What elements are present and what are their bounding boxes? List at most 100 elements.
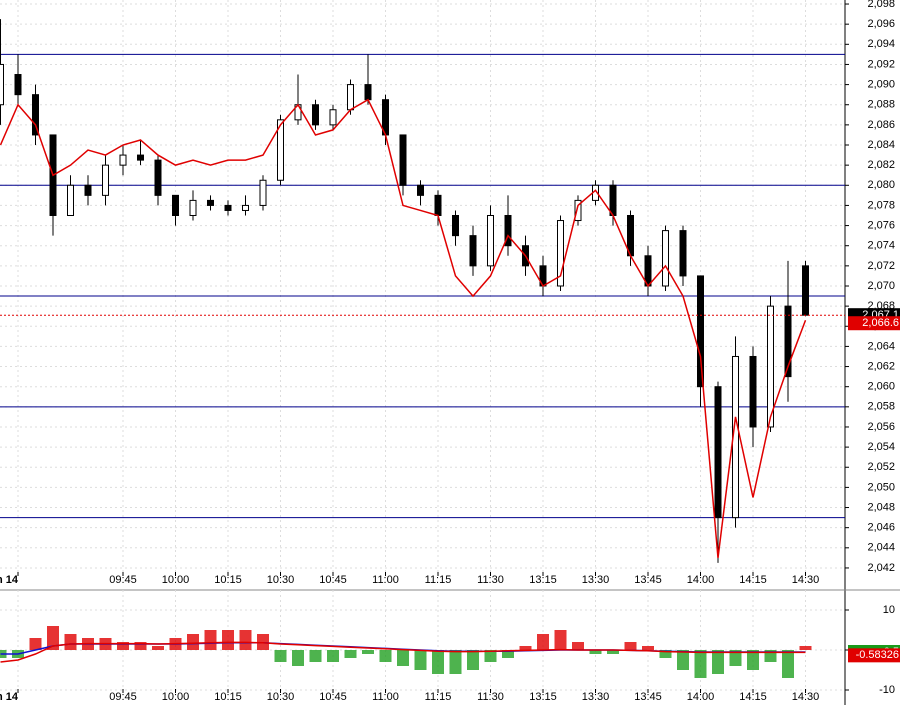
x-tick-label: 11:15 [425, 574, 452, 586]
x-tick-label: 11:15 [425, 691, 452, 703]
price-tag-label: -0.58326 [856, 649, 899, 661]
histogram-bar [782, 650, 794, 678]
histogram-bar [729, 650, 742, 666]
histogram-bar [712, 650, 724, 674]
y-tick-label: 2,056 [867, 421, 895, 433]
y-tick-label: 2,074 [867, 240, 895, 252]
candle-body [172, 194, 179, 216]
histogram-bar [484, 650, 497, 662]
candle-body [749, 355, 757, 428]
x-tick-label: 10:00 [162, 574, 190, 586]
x-tick-label: 14:15 [739, 574, 767, 586]
histogram-bar [502, 650, 514, 658]
histogram-bar [747, 650, 759, 670]
x-tick-label: 11:30 [477, 574, 504, 586]
x-tick-label: 13:30 [582, 574, 610, 586]
histogram-bar [292, 650, 304, 666]
histogram-bar [519, 646, 532, 650]
x-tick-label: 10:45 [319, 574, 347, 586]
histogram-bar [117, 642, 129, 650]
candle-body [119, 154, 127, 166]
candle-body [574, 199, 582, 222]
histogram-bar [677, 650, 689, 670]
y-tick-label: 2,098 [867, 0, 895, 10]
candle-body [189, 199, 197, 216]
x-tick-label: 10:45 [319, 691, 347, 703]
candle-body [277, 119, 284, 181]
candle-body [242, 204, 249, 211]
candle-body [434, 194, 442, 216]
candle-body [67, 184, 74, 216]
y-tick-label: 2,070 [867, 280, 895, 292]
x-tick-label: 14:15 [739, 691, 767, 703]
x-tick-label: 10:15 [214, 691, 242, 703]
histogram-bar [432, 650, 444, 674]
line-series [0, 641, 806, 663]
x-tick-label: 11:30 [477, 691, 504, 703]
histogram-bar [589, 650, 602, 654]
candle-body [504, 214, 512, 247]
histogram-bar [187, 634, 199, 650]
y-tick-label: 2,054 [867, 441, 895, 453]
histogram-bar [572, 642, 584, 650]
histogram-bar [694, 650, 707, 678]
histogram-bar [64, 634, 77, 650]
y-tick-label: 2,080 [867, 179, 895, 191]
x-tick-label: 10:30 [267, 574, 295, 586]
x-tick-label: 14:30 [792, 691, 820, 703]
x-tick-label: 11:00 [372, 691, 399, 703]
histogram-bar [624, 642, 637, 650]
candle-body [207, 199, 214, 206]
candle-body [784, 305, 792, 378]
histogram-bar [309, 650, 322, 662]
candle-body [417, 184, 424, 196]
candle-body [452, 214, 459, 237]
histogram-bar [239, 630, 252, 650]
price-tag-label: 2,066.6 [862, 317, 899, 329]
candle-body [102, 164, 109, 196]
candle-body [557, 220, 564, 287]
histogram-bar [414, 650, 427, 670]
candle-body [767, 305, 774, 428]
histogram-bar [799, 646, 812, 650]
candle-body [347, 84, 354, 111]
histogram-bar [449, 650, 462, 674]
candle-body [662, 230, 669, 287]
y-tick-label: 2,048 [867, 501, 895, 513]
x-tick-label: Jan 14 [0, 691, 19, 703]
histogram-bar [537, 634, 549, 650]
y-tick-label: 2,086 [867, 119, 895, 131]
x-tick-label: 10:30 [267, 691, 295, 703]
candle-body [259, 179, 267, 206]
histogram-bar [659, 650, 672, 658]
histogram-bar [379, 650, 392, 662]
y-tick-label: 2,084 [867, 139, 895, 151]
candle-body [84, 184, 92, 196]
y-tick-label: 2,096 [867, 18, 895, 30]
candle-body [399, 134, 407, 186]
x-tick-label: 14:00 [687, 574, 715, 586]
candle-body [469, 235, 477, 267]
x-tick-label: 13:15 [529, 574, 557, 586]
y-tick-label: 2,052 [867, 461, 895, 473]
y-tick-label: 2,062 [867, 360, 895, 372]
y-tick-label: 2,092 [867, 58, 895, 70]
histogram-bar [204, 630, 217, 650]
histogram-bar [642, 646, 654, 650]
histogram-bar [397, 650, 409, 666]
x-tick-label: 13:45 [634, 574, 662, 586]
histogram-bar [29, 638, 42, 650]
candle-body [154, 159, 162, 196]
candle-body [364, 84, 372, 101]
x-tick-label: 09:45 [109, 691, 137, 703]
x-tick-label: 13:45 [634, 691, 662, 703]
histogram-bar [554, 630, 567, 650]
x-tick-label: 11:00 [372, 574, 399, 586]
histogram-bar [344, 650, 357, 658]
x-tick-label: 09:45 [109, 574, 137, 586]
y-tick-label: 2,050 [867, 481, 895, 493]
x-tick-label: 14:30 [792, 574, 820, 586]
y-tick-label: 2,058 [867, 401, 895, 413]
y-tick-label: 2,088 [867, 99, 895, 111]
